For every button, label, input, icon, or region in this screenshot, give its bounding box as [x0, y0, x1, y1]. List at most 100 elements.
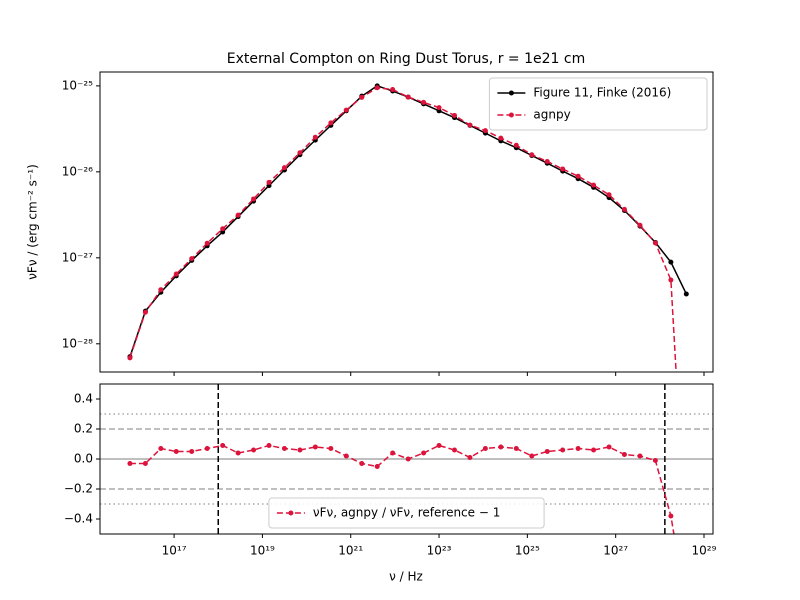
- data-point: [606, 444, 612, 450]
- data-point: [312, 444, 318, 450]
- data-point: [281, 165, 287, 171]
- data-point: [235, 212, 241, 218]
- x-axis-label: ν / Hz: [389, 570, 423, 584]
- data-point: [452, 112, 458, 118]
- data-point: [498, 135, 504, 141]
- data-point: [529, 152, 535, 158]
- data-point: [189, 449, 195, 454]
- data-point: [513, 446, 519, 451]
- data-point: [390, 450, 396, 456]
- data-point: [390, 87, 396, 93]
- plot-area: [127, 83, 689, 554]
- data-point: [575, 446, 581, 451]
- x-tick-label: 10²¹: [338, 544, 363, 558]
- data-point: [498, 444, 504, 450]
- data-point: [266, 179, 272, 185]
- data-point: [575, 173, 581, 179]
- data-point: [251, 196, 257, 202]
- data-point: [158, 446, 164, 451]
- x-tick-label: 10¹⁹: [250, 544, 275, 558]
- data-point: [359, 461, 365, 466]
- data-point: [173, 449, 179, 454]
- x-tick-label: 10²⁵: [515, 544, 540, 558]
- legend-box: [268, 497, 545, 529]
- data-point: [405, 456, 411, 462]
- data-point: [560, 447, 566, 453]
- data-point: [544, 158, 550, 164]
- y-tick-label: 10⁻²⁵: [62, 78, 93, 92]
- data-point: [529, 453, 535, 459]
- axes-frame: [99, 71, 714, 373]
- legend-marker: [508, 90, 514, 96]
- data-point: [220, 443, 226, 448]
- data-point: [204, 240, 210, 246]
- data-point: [328, 446, 334, 451]
- data-point: [158, 287, 164, 293]
- data-point: [127, 461, 133, 466]
- data-point: [297, 150, 303, 156]
- data-point: [683, 291, 689, 297]
- data-point: [637, 222, 643, 228]
- data-point: [652, 458, 658, 463]
- legend-marker: [508, 112, 514, 118]
- data-point: [467, 455, 473, 460]
- data-point: [436, 443, 442, 448]
- legend-label: Figure 11, Finke (2016): [533, 86, 671, 100]
- data-point: [312, 134, 318, 140]
- data-point: [374, 85, 380, 91]
- data-point: [281, 446, 287, 451]
- data-point: [668, 277, 674, 283]
- y-tick-label: 0.4: [74, 392, 93, 406]
- x-tick-label: 10¹⁷: [162, 544, 187, 558]
- series-line: [129, 87, 677, 372]
- y-tick-label: 0.2: [74, 422, 93, 436]
- data-point: [482, 128, 488, 134]
- data-point: [621, 452, 627, 457]
- axes-frame: [99, 383, 714, 535]
- legend-box: [488, 77, 708, 131]
- data-point: [668, 513, 674, 519]
- data-point: [251, 447, 257, 453]
- data-point: [606, 192, 612, 198]
- data-point: [436, 105, 442, 111]
- x-tick-label: 10²³: [427, 544, 452, 558]
- data-point: [235, 450, 241, 456]
- data-point: [405, 94, 411, 100]
- data-point: [343, 107, 349, 113]
- data-point: [173, 271, 179, 277]
- data-point: [591, 447, 597, 453]
- legend-label: νFν, agnpy / νFν, reference − 1: [313, 506, 500, 520]
- data-point: [513, 142, 519, 148]
- y-tick-label: 10⁻²⁸: [62, 336, 93, 350]
- legend-label: agnpy: [533, 108, 570, 122]
- data-point: [668, 259, 674, 265]
- data-point: [374, 464, 380, 469]
- data-point: [560, 166, 566, 172]
- y-tick-label: 0.0: [74, 452, 93, 466]
- data-point: [204, 446, 210, 451]
- data-point: [544, 449, 550, 454]
- data-point: [652, 240, 658, 246]
- data-point: [297, 447, 303, 453]
- data-point: [637, 453, 643, 459]
- y-tick-label: 10⁻²⁶: [62, 164, 93, 178]
- data-point: [220, 226, 226, 232]
- y-axis-label: νFν / (erg cm⁻² s⁻¹): [26, 164, 40, 280]
- data-point: [684, 549, 689, 554]
- legend-marker: [288, 510, 294, 516]
- y-tick-label: 10⁻²⁷: [62, 250, 93, 264]
- data-point: [421, 450, 427, 456]
- chart-title: External Compton on Ring Dust Torus, r =…: [227, 51, 585, 67]
- data-point: [482, 446, 488, 451]
- x-tick-label: 10²⁷: [603, 544, 628, 558]
- data-point: [266, 443, 272, 448]
- data-point: [359, 94, 365, 100]
- data-point: [591, 182, 597, 188]
- data-point: [452, 447, 458, 453]
- plot-area: [100, 384, 713, 534]
- data-point: [467, 122, 473, 128]
- data-point: [127, 355, 133, 361]
- data-point: [328, 120, 334, 126]
